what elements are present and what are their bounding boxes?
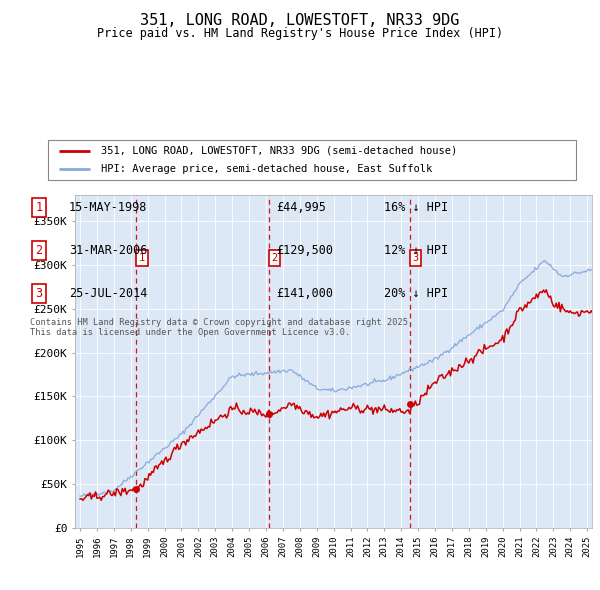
- Text: £129,500: £129,500: [276, 244, 333, 257]
- Text: 1: 1: [35, 201, 43, 214]
- Text: Contains HM Land Registry data © Crown copyright and database right 2025.
This d: Contains HM Land Registry data © Crown c…: [30, 318, 413, 337]
- Text: 2: 2: [271, 253, 278, 263]
- Text: 12% ↓ HPI: 12% ↓ HPI: [384, 244, 448, 257]
- Text: 3: 3: [412, 253, 418, 263]
- Text: 1: 1: [139, 253, 145, 263]
- Text: HPI: Average price, semi-detached house, East Suffolk: HPI: Average price, semi-detached house,…: [101, 164, 432, 174]
- Text: 31-MAR-2006: 31-MAR-2006: [69, 244, 148, 257]
- FancyBboxPatch shape: [48, 140, 576, 180]
- Text: 351, LONG ROAD, LOWESTOFT, NR33 9DG: 351, LONG ROAD, LOWESTOFT, NR33 9DG: [140, 13, 460, 28]
- Text: Price paid vs. HM Land Registry's House Price Index (HPI): Price paid vs. HM Land Registry's House …: [97, 27, 503, 40]
- Text: 20% ↓ HPI: 20% ↓ HPI: [384, 287, 448, 300]
- Text: 3: 3: [35, 287, 43, 300]
- Text: £44,995: £44,995: [276, 201, 326, 214]
- Text: 15-MAY-1998: 15-MAY-1998: [69, 201, 148, 214]
- Text: 351, LONG ROAD, LOWESTOFT, NR33 9DG (semi-detached house): 351, LONG ROAD, LOWESTOFT, NR33 9DG (sem…: [101, 146, 457, 156]
- Text: 16% ↓ HPI: 16% ↓ HPI: [384, 201, 448, 214]
- Text: 2: 2: [35, 244, 43, 257]
- Text: £141,000: £141,000: [276, 287, 333, 300]
- Text: 25-JUL-2014: 25-JUL-2014: [69, 287, 148, 300]
